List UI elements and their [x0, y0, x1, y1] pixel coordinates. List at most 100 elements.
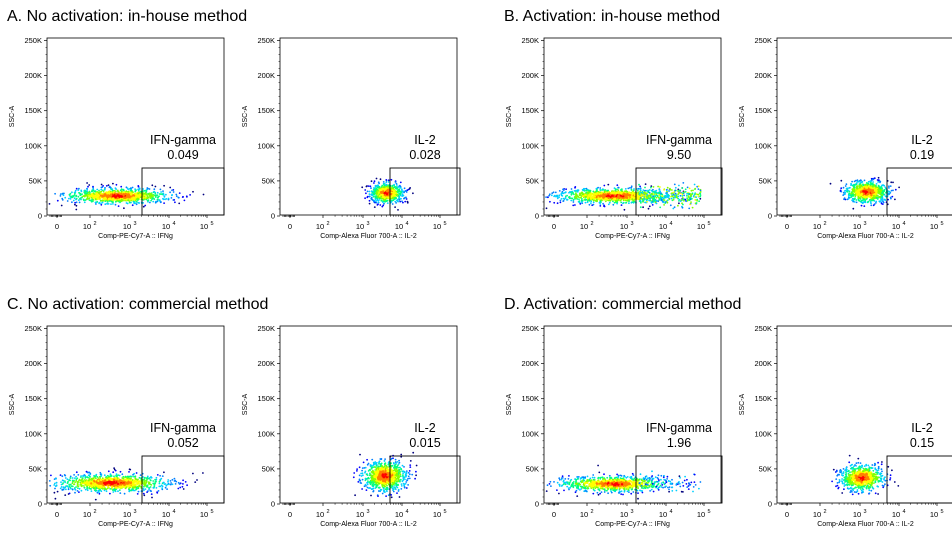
x-tick-label: 10 — [620, 222, 628, 231]
event-dot — [128, 191, 132, 194]
event-dot — [69, 486, 72, 489]
event-dot — [192, 190, 194, 193]
event-dot — [371, 198, 374, 201]
event-dot — [858, 193, 861, 196]
event-dot — [92, 486, 95, 489]
event-dot — [682, 203, 684, 206]
event-dot — [75, 195, 77, 198]
event-dot — [657, 185, 659, 188]
event-dot — [680, 199, 683, 201]
x-tick-exponent: 2 — [93, 221, 96, 227]
event-dot — [639, 194, 641, 197]
x-tick-label: 0 — [288, 222, 292, 231]
event-dot — [392, 199, 395, 202]
event-dot — [361, 478, 364, 481]
event-dot — [880, 188, 883, 191]
event-dot — [130, 189, 133, 192]
event-dot — [65, 488, 67, 491]
event-dot — [75, 471, 78, 474]
event-dot — [668, 190, 670, 192]
x-tick-label: 0 — [55, 222, 59, 231]
event-dot — [382, 201, 384, 204]
x-tick-label: 10 — [123, 510, 131, 519]
event-dot — [652, 195, 654, 198]
y-tick-label: 250K — [24, 324, 42, 333]
x-tick-label: 10 — [395, 222, 403, 231]
event-dot — [137, 185, 140, 187]
event-dot — [666, 186, 669, 189]
event-dot — [657, 196, 660, 199]
event-dot — [150, 493, 153, 495]
event-dot — [385, 184, 387, 186]
event-dot — [630, 185, 633, 188]
event-dot — [107, 184, 110, 187]
event-dot — [678, 189, 680, 192]
event-dot — [137, 192, 140, 195]
event-dot — [884, 186, 887, 189]
event-dot — [118, 195, 122, 199]
event-dot — [394, 206, 396, 209]
event-dot — [103, 474, 106, 477]
event-dot — [592, 201, 595, 204]
event-dot — [114, 488, 117, 491]
event-dot — [86, 182, 88, 184]
event-dot — [636, 189, 639, 192]
event-dot — [659, 206, 662, 209]
event-dot — [122, 193, 125, 196]
event-dot — [400, 197, 402, 200]
event-dot — [594, 199, 597, 202]
event-dot — [161, 475, 164, 477]
event-dot — [48, 203, 51, 205]
event-dot — [359, 453, 361, 456]
event-dot — [660, 192, 662, 195]
event-dot — [863, 201, 865, 204]
event-dot — [842, 186, 845, 189]
event-dot — [681, 195, 684, 197]
event-dot — [169, 186, 172, 189]
event-dot — [611, 191, 614, 194]
event-dot — [48, 480, 51, 482]
event-dot — [130, 477, 132, 480]
event-dot — [627, 187, 630, 190]
y-axis-label: SSC-A — [242, 105, 249, 127]
event-dot — [374, 184, 377, 187]
event-dot — [894, 198, 896, 201]
event-dot — [134, 475, 137, 478]
event-dot — [53, 491, 56, 494]
event-dot — [573, 193, 575, 196]
event-dot — [110, 188, 113, 191]
event-dot — [152, 200, 155, 203]
event-dot — [97, 489, 100, 492]
event-dot — [671, 195, 674, 198]
x-tick-exponent: 5 — [443, 221, 446, 227]
event-dot — [156, 191, 159, 194]
y-tick-label: 100K — [754, 141, 772, 150]
event-dot — [645, 199, 648, 202]
event-dot — [110, 200, 113, 203]
event-dot — [679, 192, 682, 195]
event-dot — [381, 186, 384, 188]
event-dot — [678, 184, 680, 187]
event-dot — [385, 181, 388, 184]
event-dot — [373, 200, 376, 203]
plot-frame — [46, 37, 225, 216]
event-dot — [887, 198, 889, 201]
event-dot — [143, 193, 145, 195]
event-dot — [626, 193, 629, 196]
event-dot — [128, 479, 131, 482]
event-dot — [846, 198, 849, 201]
event-dot — [612, 203, 615, 206]
event-dots — [48, 182, 205, 211]
event-dot — [128, 490, 131, 493]
event-dot — [165, 193, 167, 196]
event-dot — [182, 488, 185, 490]
event-dot — [891, 195, 894, 198]
event-dot — [615, 191, 619, 194]
event-dot — [862, 195, 866, 198]
event-dot — [370, 187, 372, 190]
event-dot — [879, 187, 881, 190]
x-tick-label: 10 — [162, 222, 170, 231]
event-dot — [59, 193, 62, 196]
event-dot — [607, 183, 610, 186]
